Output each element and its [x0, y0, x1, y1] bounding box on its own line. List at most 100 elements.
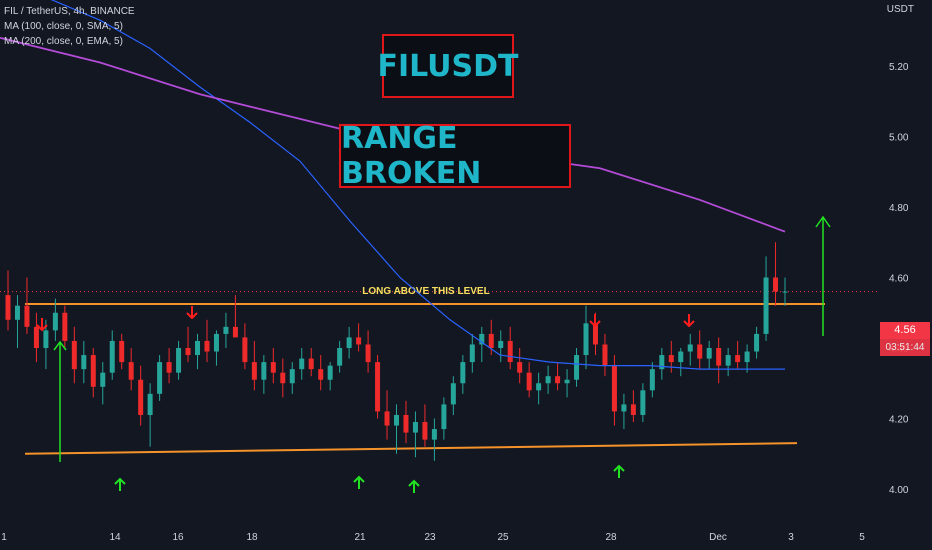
legend-ema200: MA (200, close, 0, EMA, 5) [4, 36, 123, 47]
candle-body [327, 365, 333, 380]
x-tick-label: 23 [424, 532, 436, 543]
title-range-broken: RANGE BROKEN [339, 121, 571, 191]
candle-body [242, 337, 248, 363]
candle-body [469, 344, 475, 363]
candle-body [166, 362, 172, 373]
candle-body [280, 372, 286, 384]
candle-body [251, 362, 257, 380]
candle-body [195, 340, 201, 356]
candle-body [507, 340, 513, 363]
candle-body [725, 355, 731, 366]
candle-body [394, 414, 399, 426]
y-tick-label: 4.60 [889, 274, 909, 285]
down-arrow-icon [589, 314, 601, 328]
candle-body [517, 362, 523, 373]
last-price-badge: 4.56 03:51:44 [880, 322, 930, 356]
x-tick-label: 3 [788, 532, 794, 543]
up-arrow-icon [114, 477, 126, 491]
candle-body [5, 295, 11, 320]
down-arrow-icon [683, 314, 695, 328]
candle-body [536, 383, 542, 391]
x-tick-label: 21 [354, 532, 366, 543]
y-tick-label: 5.00 [889, 133, 909, 144]
candle-body [592, 323, 598, 345]
candle-body [100, 372, 106, 387]
x-tick-label: 25 [497, 532, 509, 543]
candle-body [744, 351, 750, 363]
y-tick-label: 5.40 [889, 0, 909, 3]
candle-body [223, 326, 229, 334]
candle-body [289, 369, 295, 384]
range-height-arrow [53, 340, 67, 462]
support-line [24, 442, 798, 455]
candle-body [90, 355, 96, 387]
x-tick-label: 28 [605, 532, 617, 543]
candle-body [384, 411, 390, 426]
candle-body [213, 333, 219, 352]
candle-body [754, 333, 760, 352]
y-tick-label: 4.20 [889, 415, 909, 426]
candle-body [602, 344, 608, 366]
candle-body [564, 379, 570, 384]
candle-body [299, 358, 305, 370]
candle-body [337, 348, 343, 366]
candle-body [365, 344, 371, 363]
last-price: 4.56 [880, 322, 930, 339]
candle-body [147, 393, 153, 415]
candle-body [412, 422, 418, 433]
x-tick-label: Dec [709, 532, 727, 543]
candle-body [270, 362, 276, 373]
long-above-label: LONG ABOVE THIS LEVEL [362, 286, 489, 297]
candle-body [621, 404, 627, 412]
candle-body [14, 305, 20, 320]
candle-body [71, 340, 77, 370]
down-arrow-icon [36, 318, 48, 332]
y-tick-label: 4.80 [889, 203, 909, 214]
candle-body [185, 348, 191, 356]
candle-body [24, 305, 30, 327]
candle-body [431, 429, 437, 440]
candle-body [375, 362, 381, 412]
chart-legend: FIL / TetherUS, 4h, BINANCE MA (100, clo… [4, 4, 135, 49]
candle-body [773, 277, 779, 292]
candle-body [346, 337, 352, 348]
candle-body [630, 404, 636, 415]
candle-body [43, 330, 49, 348]
candle-body [649, 369, 655, 391]
candle-body [611, 365, 617, 412]
legend-symbol: FIL / TetherUS, 4h, BINANCE [4, 6, 135, 17]
candle-body [555, 376, 561, 384]
candle-body [716, 348, 722, 366]
candle-body [687, 344, 693, 352]
candle-body [763, 277, 769, 334]
candle-body [460, 362, 466, 384]
down-arrow-icon [186, 306, 198, 320]
up-arrow-icon [408, 479, 420, 493]
candle-body [52, 312, 58, 331]
candle-body [640, 390, 646, 415]
candle-body [479, 333, 485, 345]
candle-body [488, 333, 494, 348]
x-tick-label: 14 [109, 532, 121, 543]
candle-body [33, 326, 39, 348]
candle-body [574, 355, 580, 380]
candle-body [157, 362, 163, 394]
candle-body [81, 355, 87, 370]
candle-body [119, 340, 125, 363]
x-tick-label: 1 [1, 532, 7, 543]
x-tick-label: 5 [859, 532, 865, 543]
up-arrow-icon [353, 475, 365, 489]
candle-body [697, 344, 703, 359]
candle-body [356, 337, 362, 345]
candle-body [204, 340, 210, 352]
candle-body [138, 379, 144, 415]
candle-body [308, 358, 314, 370]
y-tick-label: 5.20 [889, 62, 909, 73]
candle-body [422, 422, 428, 440]
candle-body [261, 362, 267, 380]
bar-countdown: 03:51:44 [880, 339, 930, 356]
candle-body [583, 323, 589, 356]
x-tick-label: 18 [246, 532, 258, 543]
candle-body [668, 355, 674, 363]
title-symbol: FILUSDT [377, 34, 519, 98]
